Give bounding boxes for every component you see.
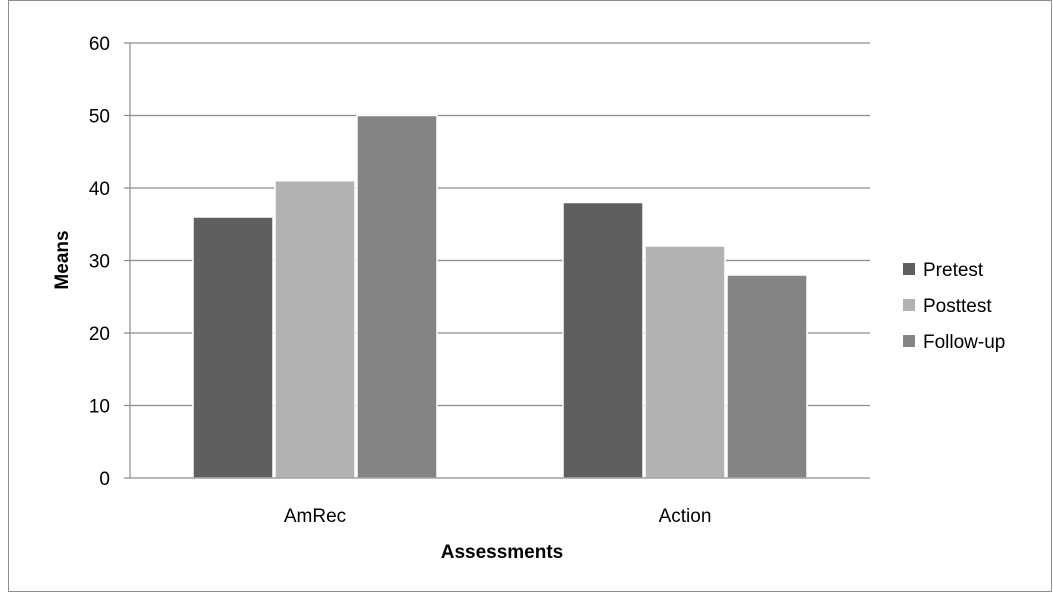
legend-label: Posttest — [923, 296, 992, 317]
legend-swatch — [903, 263, 915, 275]
bar-follow-up-amrec — [356, 114, 438, 479]
y-tick-label: 40 — [89, 179, 110, 200]
bar-pretest-action — [562, 201, 644, 479]
legend-label: Follow-up — [923, 332, 1005, 353]
x-tick-label: Action — [659, 506, 712, 527]
chart-frame — [8, 0, 1052, 592]
legend-label: Pretest — [923, 260, 984, 281]
y-tick-label: 20 — [89, 324, 110, 345]
y-tick-label: 30 — [89, 252, 110, 273]
y-tick-label: 0 — [99, 469, 110, 490]
bar-posttest-action — [644, 245, 726, 479]
legend-swatch — [903, 335, 915, 347]
bars — [192, 114, 808, 479]
axes — [124, 43, 870, 479]
bar-pretest-amrec — [192, 216, 274, 479]
y-tick-label: 60 — [89, 34, 110, 55]
bar-follow-up-action — [726, 274, 808, 479]
y-tick-label: 10 — [89, 397, 110, 418]
legend-swatch — [903, 299, 915, 311]
x-tick-labels: AmRec Action — [284, 506, 712, 527]
y-tick-labels: 0 10 20 30 40 50 60 — [89, 34, 110, 490]
y-axis-title: Means — [52, 230, 73, 289]
y-tick-label: 50 — [89, 107, 110, 128]
legend: Pretest Posttest Follow-up — [903, 260, 1005, 353]
x-axis-title: Assessments — [441, 542, 564, 563]
bar-posttest-amrec — [274, 180, 356, 479]
x-tick-label: AmRec — [284, 506, 346, 527]
